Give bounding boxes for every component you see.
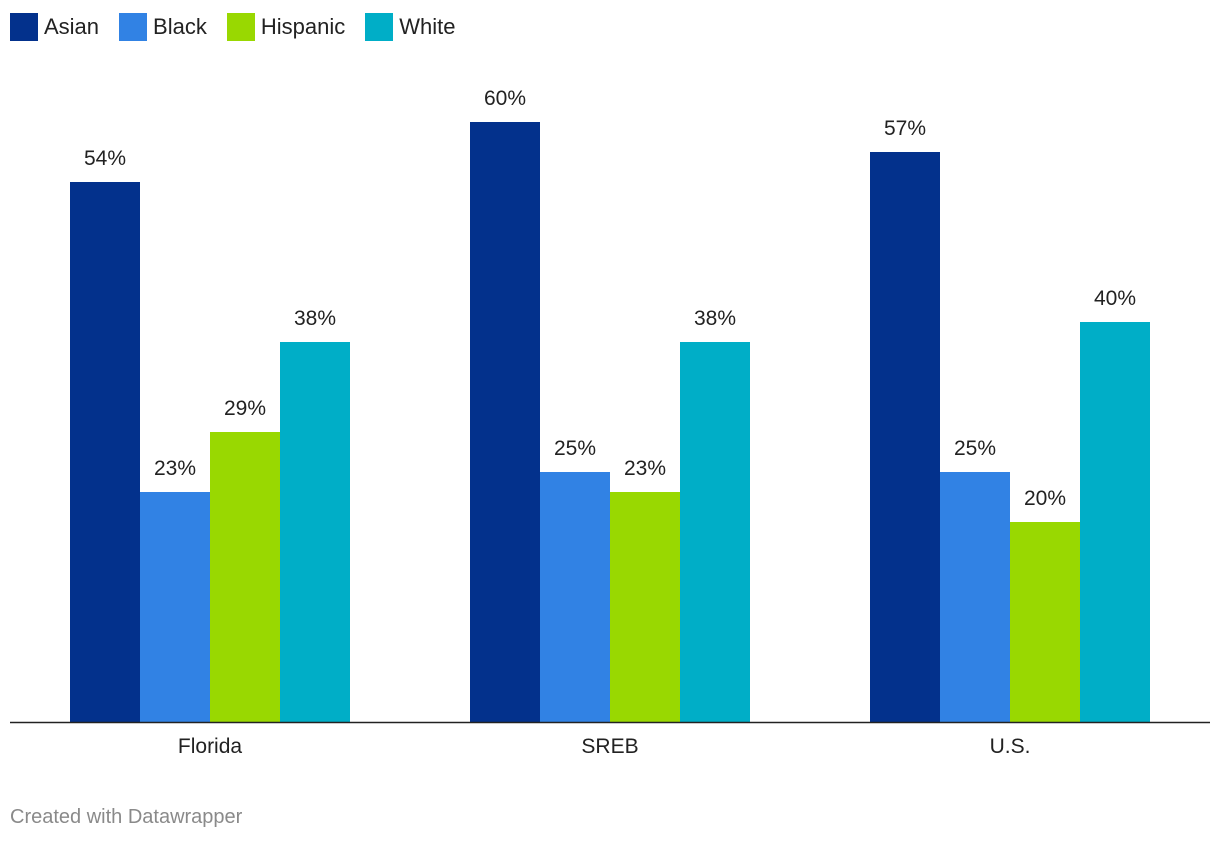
legend-swatch <box>365 13 394 41</box>
bar-sreb-hispanic <box>610 492 680 722</box>
data-label-u-s-black: 25% <box>954 437 996 460</box>
bar-u-s-hispanic <box>1010 522 1080 722</box>
legend-label: White <box>399 14 456 39</box>
bar-u-s-asian <box>870 152 940 722</box>
data-label-sreb-hispanic: 23% <box>624 457 666 480</box>
category-label-florida: Florida <box>178 735 243 758</box>
data-label-sreb-asian: 60% <box>484 87 526 110</box>
bar-u-s-black <box>940 472 1010 722</box>
legend-item-hispanic: Hispanic <box>226 12 346 42</box>
data-label-florida-white: 38% <box>294 307 336 330</box>
bar-u-s-white <box>1080 322 1150 722</box>
category-label-sreb: SREB <box>581 735 638 758</box>
data-label-u-s-asian: 57% <box>884 117 926 140</box>
bar-chart: 54% 23% 29% 38% Florida 60% 25% 23% 38% SREB 57% 25… <box>10 87 1210 758</box>
legend-label: Black <box>153 14 207 39</box>
data-label-florida-hispanic: 29% <box>224 397 266 420</box>
legend-swatch <box>10 13 38 41</box>
bar-florida-white <box>280 342 350 722</box>
bar-florida-black <box>140 492 210 722</box>
data-label-sreb-white: 38% <box>694 307 736 330</box>
bar-sreb-white <box>680 342 750 722</box>
legend: Asian Black Hispanic White <box>10 12 475 42</box>
legend-swatch <box>226 13 255 41</box>
legend-item-asian: Asian <box>10 12 99 42</box>
bar-florida-hispanic <box>210 432 280 722</box>
legend-label: Asian <box>44 14 100 39</box>
data-label-u-s-hispanic: 20% <box>1024 487 1066 510</box>
data-label-florida-black: 23% <box>154 457 196 480</box>
bar-sreb-asian <box>470 122 540 722</box>
legend-label: Hispanic <box>260 14 346 39</box>
bar-sreb-black <box>540 472 610 722</box>
category-label-u-s: U.S. <box>990 735 1031 758</box>
legend-item-white: White <box>365 12 455 42</box>
data-label-u-s-white: 40% <box>1094 287 1136 310</box>
bar-florida-asian <box>70 182 140 722</box>
legend-item-black: Black <box>119 12 207 42</box>
legend-swatch <box>119 13 148 41</box>
data-label-florida-asian: 54% <box>84 147 126 170</box>
footer-credit[interactable]: Created with Datawrapper <box>10 806 243 828</box>
data-label-sreb-black: 25% <box>554 437 596 460</box>
